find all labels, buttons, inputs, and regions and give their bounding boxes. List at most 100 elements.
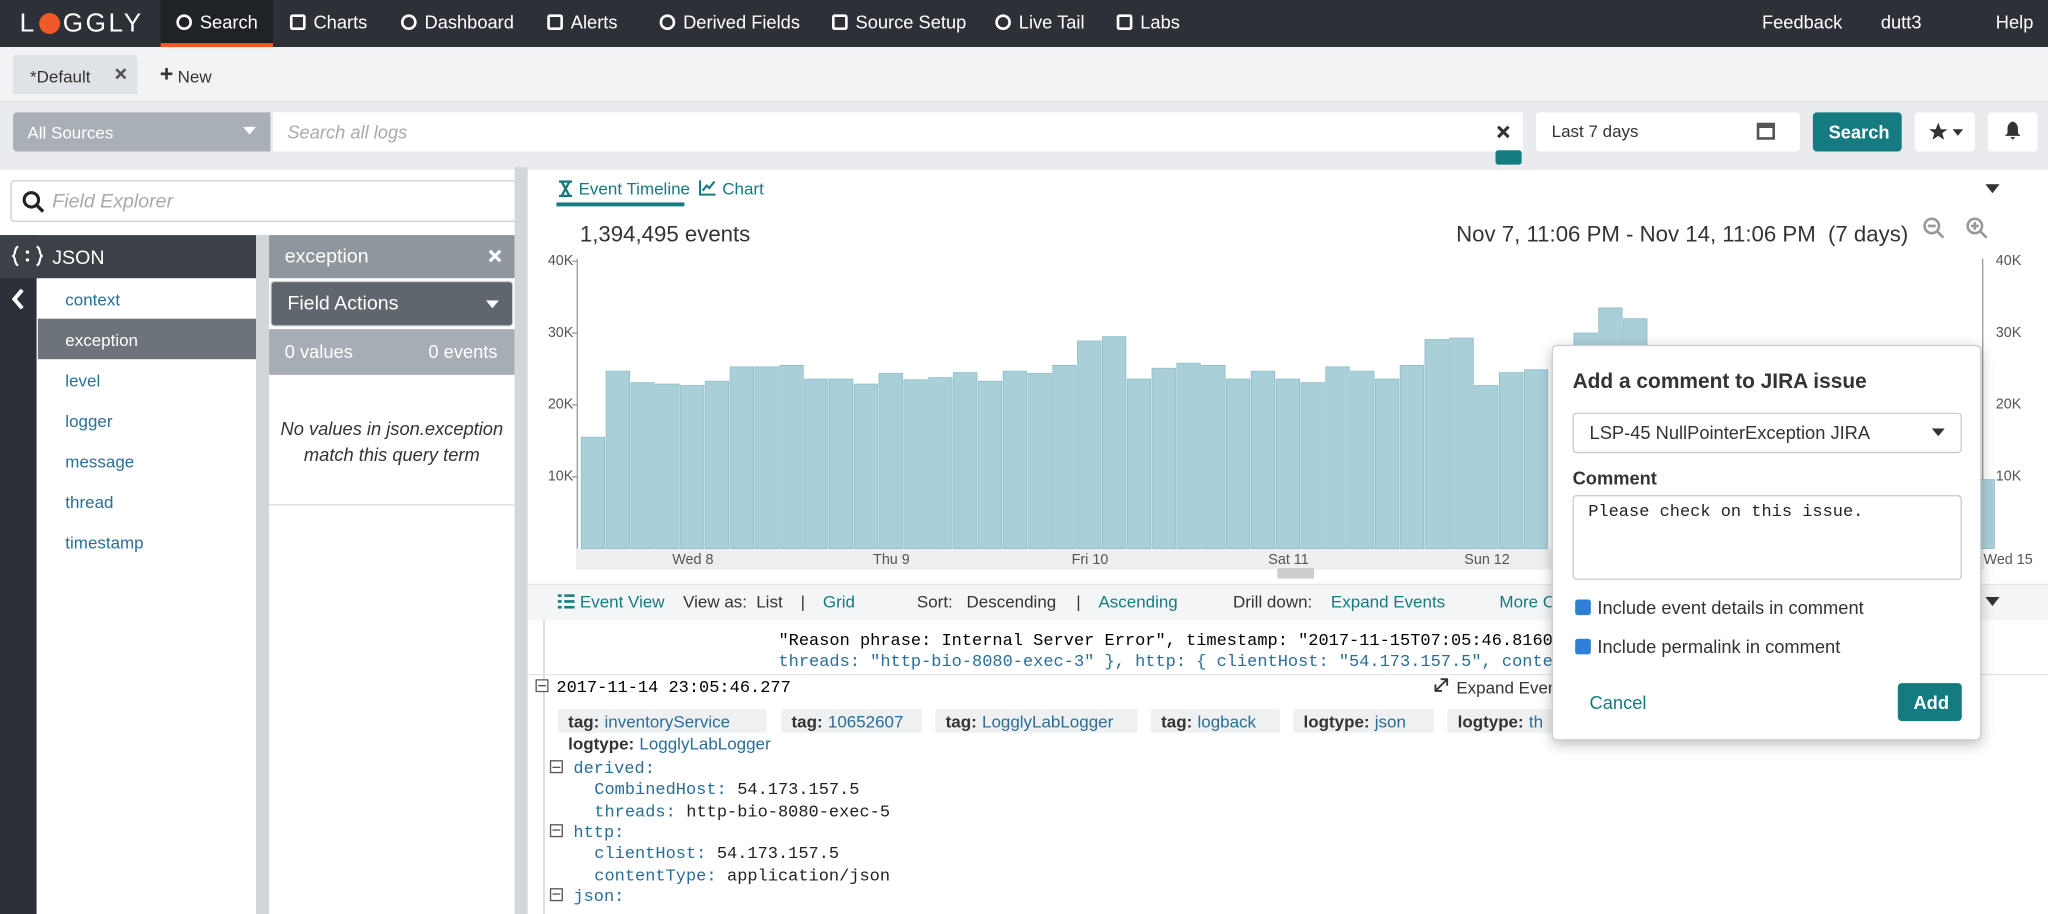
zoom-icons[interactable] [1923,217,1991,241]
timeline-tab[interactable]: Event Timeline [578,178,690,199]
source-label[interactable]: All Sources [27,122,114,143]
resize-handle[interactable] [1277,568,1314,579]
nav-icon [176,14,192,31]
field-item[interactable]: thread [65,492,114,512]
logo[interactable]: L [19,9,37,38]
cancel-button[interactable]: Cancel [1589,692,1647,714]
search-button-label[interactable]: Search [1828,121,1890,143]
field-actions-label[interactable]: Field Actions [287,292,399,315]
nav-item[interactable]: Labs [1140,11,1180,33]
tag-key[interactable]: tag: [568,711,600,732]
tag-chip[interactable] [1150,709,1280,733]
chart-tab[interactable]: Chart [722,178,764,199]
field-item[interactable]: logger [65,411,113,432]
collapse-box[interactable] [549,824,563,838]
splitter[interactable] [514,167,528,914]
field-item[interactable]: message [65,451,135,472]
nav-item[interactable]: Help [1995,11,2034,33]
tag-value[interactable]: LogglyLabLogger [639,734,771,754]
tag-key[interactable]: logtype: [1457,711,1524,732]
tag-value[interactable]: th [1528,711,1544,732]
x-tick-label: Sun 12 [1464,552,1510,568]
nav-item[interactable]: Charts [313,11,368,33]
bar [1101,336,1127,549]
nav-item[interactable]: Feedback [1761,11,1843,33]
nav-item[interactable]: dutt3 [1880,11,1922,33]
tag-value[interactable]: 10652607 [827,711,904,732]
caret[interactable] [1985,184,2000,194]
range-select[interactable] [1535,112,1800,152]
expand-toggle[interactable] [1495,150,1522,165]
logo[interactable]: GGLY [62,9,144,38]
issue-select[interactable] [1572,412,1962,454]
collapse-icon[interactable] [11,288,25,310]
search-input[interactable] [272,112,1523,152]
toolbar-item[interactable]: More O [1499,591,1557,612]
tag-value[interactable]: inventoryService [604,711,731,732]
tag-chip[interactable] [935,709,1138,733]
tag-chip[interactable] [1293,709,1435,733]
range-label[interactable]: Last 7 days [1551,121,1639,142]
tag-key[interactable]: tag: [791,711,823,732]
tag-key[interactable]: logtype: [1303,711,1370,732]
comment-input[interactable] [1572,495,1962,580]
tab-label[interactable]: *Default [30,66,91,87]
clear-icon[interactable] [1497,125,1510,139]
field-item[interactable]: context [65,289,121,310]
tag-chip[interactable] [1447,709,1552,733]
toolbar-item[interactable]: List [756,591,783,612]
tag-chip[interactable] [557,709,767,733]
splitter[interactable] [255,235,270,914]
field-item[interactable]: timestamp [65,532,144,553]
collapse-box[interactable] [535,679,549,693]
option-label[interactable]: Include event details in comment [1597,596,1864,618]
group-label[interactable]: JSON [52,246,105,270]
collapse-box[interactable] [549,887,563,901]
nav-item[interactable]: Source Setup [855,11,967,33]
plus-icon[interactable] [160,67,173,80]
toolbar-item[interactable]: Grid [822,591,855,612]
nav-item[interactable]: Derived Fields [683,11,800,33]
calendar-icon [1756,122,1776,140]
issue-label[interactable]: LSP-45 NullPointerException JIRA [1589,421,1871,443]
tag-value[interactable]: json [1374,711,1406,732]
search-placeholder[interactable]: Search all logs [287,121,408,143]
comment-text[interactable]: Please check on this issue. [1588,501,1864,522]
new-tab[interactable]: New [177,66,212,87]
nav-item[interactable]: Search [199,11,258,33]
caret[interactable] [1985,596,2000,607]
field-explorer-placeholder[interactable]: Field Explorer [52,190,174,213]
tag-value[interactable]: logback [1197,711,1257,732]
add-button[interactable] [1897,683,1962,721]
close-icon[interactable] [488,249,502,263]
toolbar-item[interactable]: Event View [579,591,665,612]
source-select[interactable] [13,112,271,152]
close-icon[interactable] [115,68,127,80]
checkbox[interactable] [1575,599,1591,616]
toolbar-item[interactable]: Ascending [1098,591,1178,612]
tag-key[interactable]: tag: [1161,711,1193,732]
field-actions[interactable] [270,280,514,327]
search-button[interactable] [1812,112,1902,152]
nav-item[interactable]: Live Tail [1018,11,1085,33]
field-item[interactable]: level [65,370,101,391]
toolbar-item: Descending [966,591,1057,612]
tag-key[interactable]: logtype: [568,734,635,754]
add-button-label[interactable]: Add [1913,692,1950,714]
tab[interactable] [13,54,138,95]
field-item[interactable]: exception [65,330,138,351]
nav-item[interactable]: Dashboard [424,11,514,33]
checkbox[interactable] [1575,638,1591,655]
option-label[interactable]: Include permalink in comment [1597,636,1841,657]
field-row-selected[interactable] [37,318,256,360]
tag-chip[interactable] [781,709,923,733]
nav-item[interactable]: Alerts [570,11,618,33]
toolbar-item[interactable]: Expand Events [1330,591,1446,612]
tag-key[interactable]: tag: [945,711,977,732]
collapse-box[interactable] [549,760,563,774]
event-timestamp[interactable]: 2017-11-14 23:05:46.277 [556,677,791,698]
bar [1151,367,1176,549]
favorites-button[interactable] [1914,112,1975,152]
expand-event[interactable]: Expand Event [1456,677,1563,698]
tag-value[interactable]: LogglyLabLogger [981,711,1114,732]
